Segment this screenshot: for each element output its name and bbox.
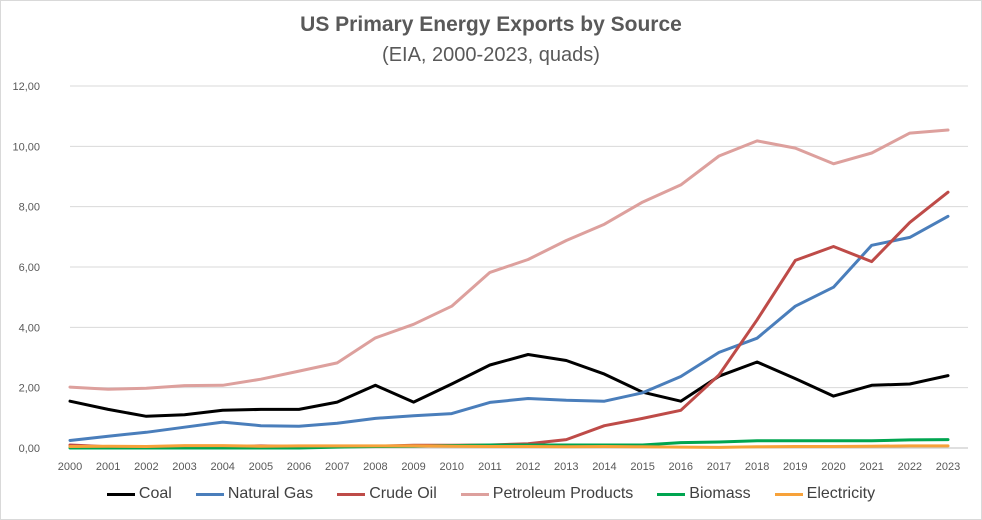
- legend-label: Electricity: [806, 485, 876, 502]
- x-tick-label: 2013: [554, 461, 578, 473]
- y-tick-label: 2,00: [19, 383, 40, 395]
- legend-label: Crude Oil: [369, 485, 437, 502]
- x-tick-label: 2016: [669, 461, 693, 473]
- x-tick-label: 2001: [96, 461, 120, 473]
- legend-label: Coal: [138, 485, 172, 502]
- x-tick-label: 2014: [592, 461, 616, 473]
- legend-label: Biomass: [689, 485, 751, 502]
- x-tick-label: 2005: [249, 461, 273, 473]
- x-tick-label: 2000: [58, 461, 82, 473]
- y-tick-label: 12,00: [12, 81, 40, 93]
- series-line-coal: [68, 353, 950, 418]
- legend-item-biomass: Biomass: [657, 485, 751, 503]
- x-tick-label: 2002: [134, 461, 158, 473]
- legend-label: Petroleum Products: [492, 485, 634, 502]
- x-tick-label: 2019: [783, 461, 807, 473]
- series-line-petroleum-products: [68, 128, 950, 391]
- series-lines: [68, 128, 950, 450]
- x-tick-label: 2023: [936, 461, 960, 473]
- y-tick-label: 4,00: [19, 322, 40, 334]
- y-axis-tick-labels: 0,00 2,00 4,00 6,00 8,00 10,00 12,00: [12, 81, 40, 455]
- x-tick-label: 2008: [363, 461, 387, 473]
- x-tick-label: 2010: [439, 461, 463, 473]
- legend-swatch: [106, 492, 135, 496]
- x-tick-label: 2011: [478, 461, 502, 473]
- x-tick-label: 2015: [630, 461, 654, 473]
- legend-item-natural-gas: Natural Gas: [195, 485, 314, 503]
- x-tick-label: 2007: [325, 461, 349, 473]
- x-tick-label: 2020: [821, 461, 845, 473]
- y-tick-label: 8,00: [19, 202, 40, 214]
- x-tick-label: 2018: [745, 461, 769, 473]
- legend-swatch: [337, 492, 366, 496]
- series-line-natural-gas: [68, 214, 950, 442]
- legend-item-petroleum-products: Petroleum Products: [460, 485, 634, 503]
- y-tick-label: 10,00: [12, 141, 40, 153]
- series-line-crude-oil: [68, 190, 950, 449]
- x-tick-label: 2006: [287, 461, 311, 473]
- x-tick-label: 2021: [859, 461, 883, 473]
- legend-swatch: [657, 492, 686, 496]
- legend: Coal Natural Gas Crude Oil Petroleum Produc…: [0, 485, 982, 503]
- y-tick-label: 6,00: [19, 262, 40, 274]
- legend-item-coal: Coal: [106, 485, 172, 503]
- x-tick-label: 2003: [172, 461, 196, 473]
- x-tick-label: 2009: [401, 461, 425, 473]
- gridlines: [70, 85, 968, 449]
- legend-swatch: [195, 492, 224, 496]
- x-axis-tick-labels: 2000 2001 2002 2003 2004 2005 2006 2007 2008 2009…: [58, 461, 960, 473]
- legend-swatch: [460, 492, 489, 496]
- legend-item-crude-oil: Crude Oil: [337, 485, 437, 503]
- x-tick-label: 2017: [707, 461, 731, 473]
- x-tick-label: 2022: [898, 461, 922, 473]
- legend-item-electricity: Electricity: [774, 485, 876, 503]
- chart-subtitle: (EIA, 2000-2023, quads): [382, 44, 600, 66]
- legend-label: Natural Gas: [227, 485, 314, 502]
- legend-swatch: [774, 492, 803, 496]
- x-tick-label: 2004: [210, 461, 234, 473]
- y-tick-label: 0,00: [19, 443, 40, 455]
- series-line-biomass: [68, 438, 950, 450]
- x-tick-label: 2012: [516, 461, 540, 473]
- chart-title: US Primary Energy Exports by Source: [300, 13, 682, 36]
- series-line-electricity: [68, 444, 950, 449]
